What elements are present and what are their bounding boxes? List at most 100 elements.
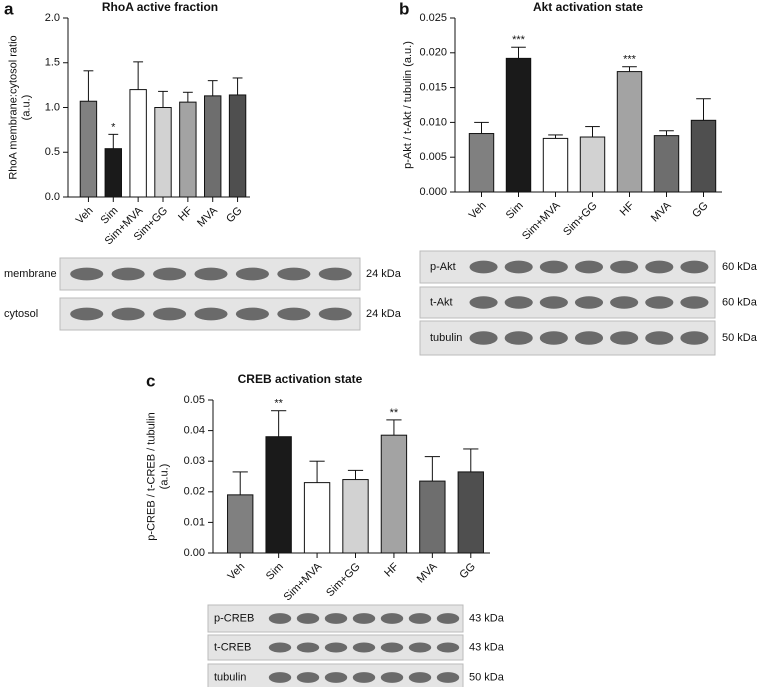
y-axis-label: (a.u.) [158,464,170,490]
blot-label: p-Akt [430,261,456,273]
blot-band [277,267,311,281]
y-tick-label: 0.0 [45,191,60,203]
panel-letter: b [399,0,409,18]
y-tick-label: 0.010 [419,116,447,128]
x-tick-label: GG [224,205,245,226]
blot-band [70,307,104,321]
blot-band [680,296,709,309]
y-tick-label: 0.025 [419,12,447,24]
chart-title: RhoA active fraction [102,0,218,14]
bar [79,100,98,198]
blot-band [277,307,311,321]
blot-band [268,613,292,624]
y-tick-label: 0.015 [419,82,447,94]
y-tick-label: 0.05 [184,394,205,406]
blot-band [153,307,187,321]
bar [129,89,147,198]
panel-letter: c [146,371,155,390]
x-tick-label: GG [457,561,478,582]
blot-band [504,331,533,345]
blot-band [680,260,709,274]
blot-band [268,642,292,653]
y-axis-label: (a.u.) [20,95,32,121]
blot-band [268,672,292,683]
blot-band [408,613,432,624]
blot-label: p-CREB [214,612,254,624]
x-tick-label: MVA [195,204,220,229]
blot-band [318,307,352,321]
blot-band [70,267,104,281]
panel-letter: a [4,0,14,18]
blot-size: 50 kDa [722,332,758,344]
significance: *** [512,34,526,46]
x-tick-label: Sim [504,200,526,222]
blot-size: 24 kDa [366,268,402,280]
bar [419,480,446,554]
y-tick-label: 1.5 [45,57,60,69]
blot-band [324,613,348,624]
blot-band [469,296,498,309]
blot-size: 43 kDa [469,641,505,653]
y-tick-label: 0.00 [184,547,205,559]
blot-band [539,331,568,345]
bar [154,107,172,198]
blot-band [296,672,320,683]
bar [342,479,369,554]
y-axis-label: p-CREB / t-CREB / tubulin [145,412,157,540]
bar [303,482,331,554]
x-tick-label: HF [382,560,401,579]
bar [104,148,122,198]
blot-label: t-Akt [430,296,453,308]
blot-band [610,331,639,345]
x-tick-label: Sim [264,561,286,583]
blot-band [574,260,604,274]
blot-band [610,296,639,309]
blot-label: cytosol [4,308,38,320]
bar [468,133,495,193]
bar [579,136,606,193]
blot-band [352,642,376,653]
blot-band [296,613,320,624]
bar [179,101,197,198]
x-tick-label: Sim+MVA [520,199,563,242]
chart-title: CREB activation state [238,372,363,386]
blot-band [539,260,568,274]
y-tick-label: 0.01 [184,516,205,528]
bar [457,471,484,554]
bar [227,494,254,554]
x-tick-label: Sim+GG [561,200,600,239]
blot-band [296,642,320,653]
blot-band [318,267,352,281]
y-tick-label: 0.03 [184,455,205,467]
blot-band [680,331,709,345]
blot-band [352,613,376,624]
blot-size: 43 kDa [469,612,505,624]
blot-band [436,642,460,653]
blot-band [324,672,348,683]
blot-label: tubulin [430,332,462,344]
blot-band [194,267,228,281]
blot-band [111,307,145,321]
chart-title: Akt activation state [533,0,643,14]
blot-band [504,296,533,309]
bar [380,434,408,554]
blot-band [574,331,604,345]
y-tick-label: 1.0 [45,101,60,113]
y-tick-label: 0.005 [419,151,447,163]
blot-label: membrane [4,268,57,280]
x-tick-label: Veh [74,205,96,227]
blot-band [469,331,498,345]
blot-label: t-CREB [214,641,251,653]
blot-band [610,260,639,274]
significance: ** [274,398,283,410]
y-tick-label: 0.020 [419,47,447,59]
x-tick-label: HF [176,204,195,223]
blot-band [645,296,674,309]
blot-band [645,331,674,345]
y-tick-label: 0.000 [419,186,447,198]
x-tick-label: Veh [467,200,489,222]
blot-band [380,672,404,683]
blot-band [235,267,269,281]
x-tick-label: Veh [225,561,247,583]
